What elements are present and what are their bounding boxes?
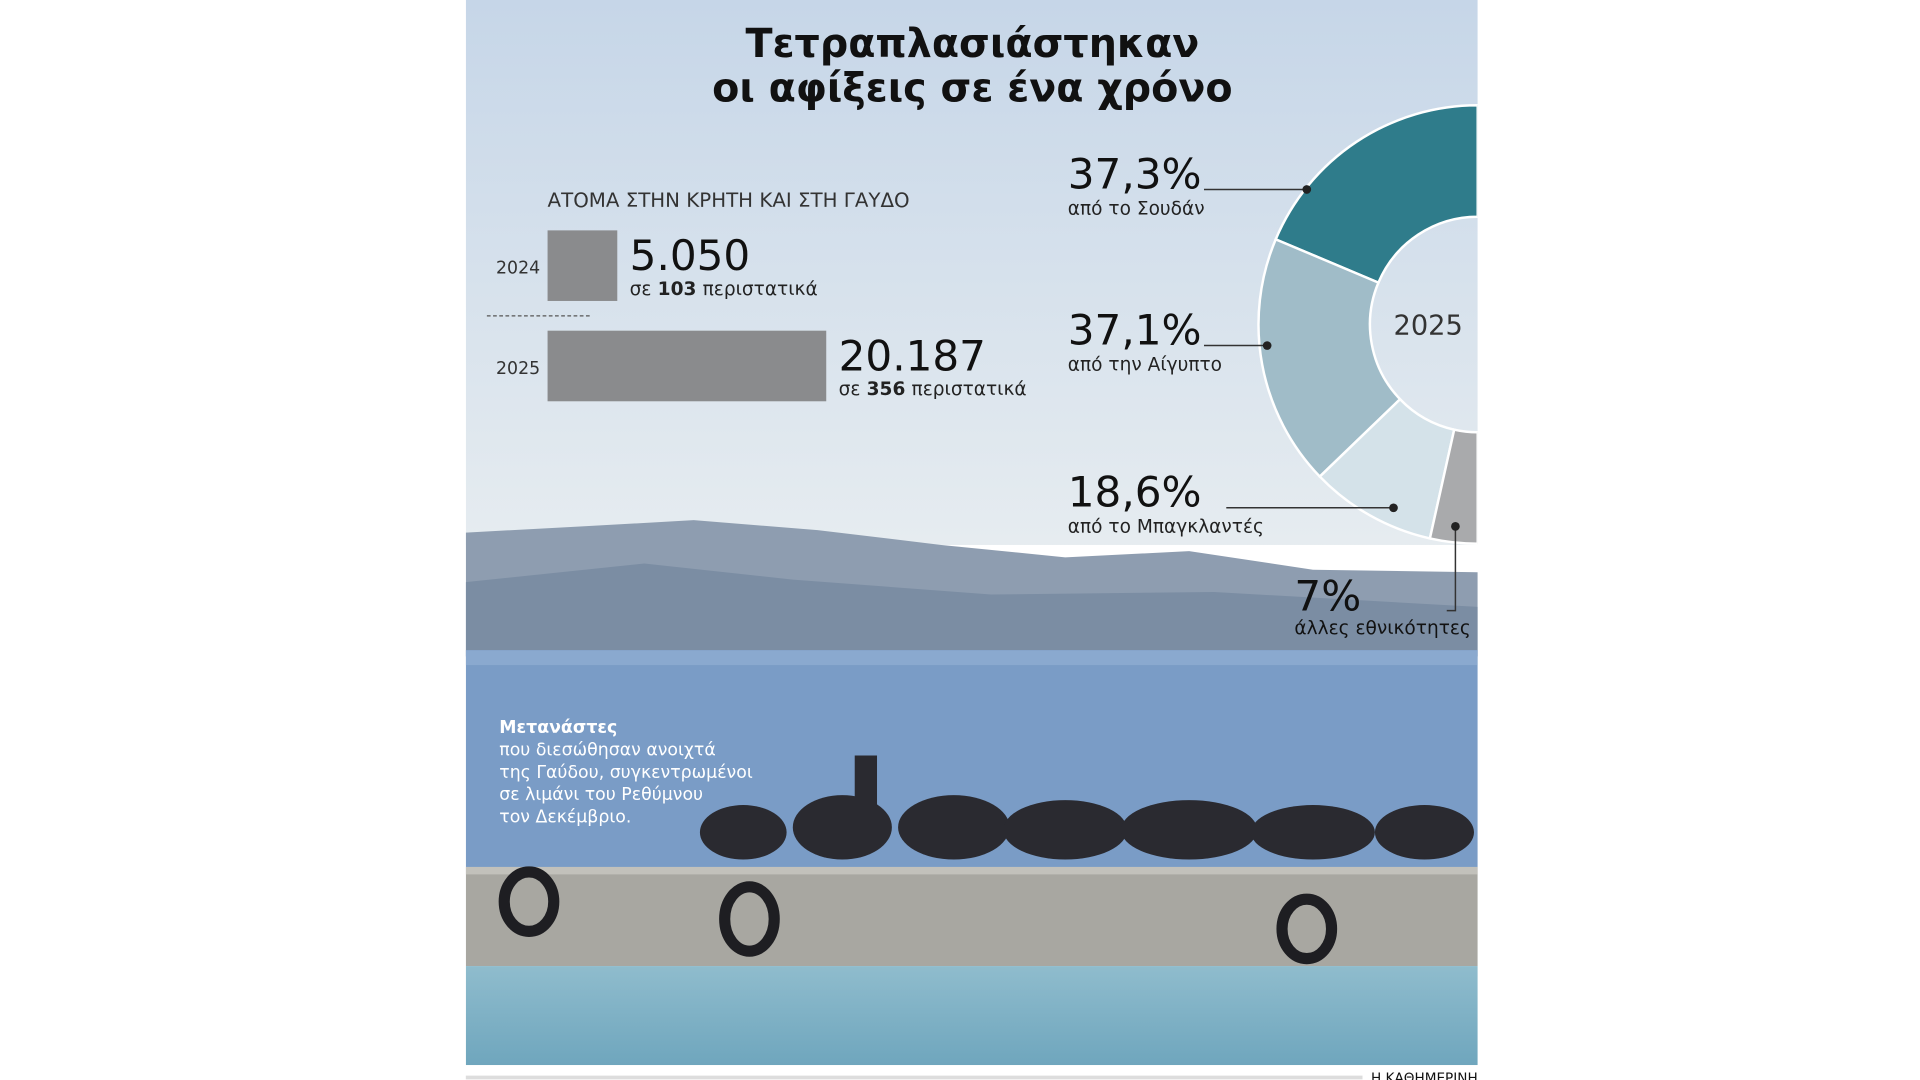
caption-title: Μετανάστες xyxy=(499,718,617,738)
note-suffix: περιστατικά xyxy=(912,379,1027,400)
value-label: 5.050 xyxy=(630,231,751,280)
percent-label: 7% xyxy=(1294,572,1361,621)
bar-title: ΑΤΟΜΑ ΣΤΗΝ ΚΡΗΤΗ ΚΑΙ ΣΤΗ ΓΑΥΔΟ xyxy=(548,189,910,212)
donut xyxy=(1257,104,1478,545)
note-prefix: σε xyxy=(630,279,652,300)
segment-label: από την Αίγυπτο xyxy=(1068,354,1222,375)
note-suffix: περιστατικά xyxy=(703,279,818,300)
note-prefix: σε xyxy=(839,379,861,400)
credit: Η ΚΑΘΗΜΕΡΙΝΗ xyxy=(1371,1070,1478,1080)
photo xyxy=(465,0,1478,1066)
donut-segment xyxy=(1257,237,1402,479)
caption-line: της Γαύδου, συγκεντρωμένοι xyxy=(499,763,753,783)
category-label: 2025 xyxy=(496,359,540,379)
note: σε 356 περιστατικά xyxy=(839,379,1027,400)
leader-dot xyxy=(1262,341,1272,350)
donut-segment xyxy=(1274,104,1478,285)
note-count: 356 xyxy=(867,379,906,400)
caption-line: σε λιμάνι του Ρεθύμνου xyxy=(499,785,703,805)
title: Τετραπλασιάστηκαν xyxy=(745,21,1199,67)
bar xyxy=(547,330,827,402)
center-label: 2025 xyxy=(1394,310,1463,341)
segment-label: από το Σουδάν xyxy=(1068,198,1205,219)
caption-line: τον Δεκέμβριο. xyxy=(499,807,631,827)
leader-dot xyxy=(1451,522,1460,531)
note-count: 103 xyxy=(658,279,697,300)
leader-line xyxy=(1446,526,1457,612)
percent-label: 37,1% xyxy=(1068,305,1202,354)
title: οι αφίξεις σε ένα χρόνο xyxy=(712,66,1232,112)
leader-dot xyxy=(1389,503,1398,513)
category-label: 2024 xyxy=(496,259,540,279)
value-label: 20.187 xyxy=(839,331,986,380)
bar xyxy=(547,230,618,301)
segment-label: άλλες εθνικότητες xyxy=(1294,618,1470,639)
donut-segment xyxy=(1428,428,1478,545)
percent-label: 37,3% xyxy=(1068,149,1202,198)
leader-dot xyxy=(1302,185,1312,194)
percent-label: 18,6% xyxy=(1068,468,1202,517)
segment-label: από το Μπαγκλαντές xyxy=(1068,517,1264,538)
note: σε 103 περιστατικά xyxy=(630,279,818,300)
caption-line: που διεσώθησαν ανοιχτά xyxy=(499,741,716,761)
